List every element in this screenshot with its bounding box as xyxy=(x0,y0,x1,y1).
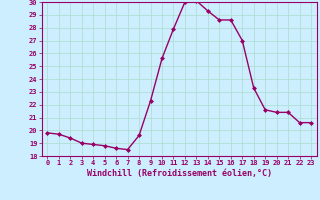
X-axis label: Windchill (Refroidissement éolien,°C): Windchill (Refroidissement éolien,°C) xyxy=(87,169,272,178)
